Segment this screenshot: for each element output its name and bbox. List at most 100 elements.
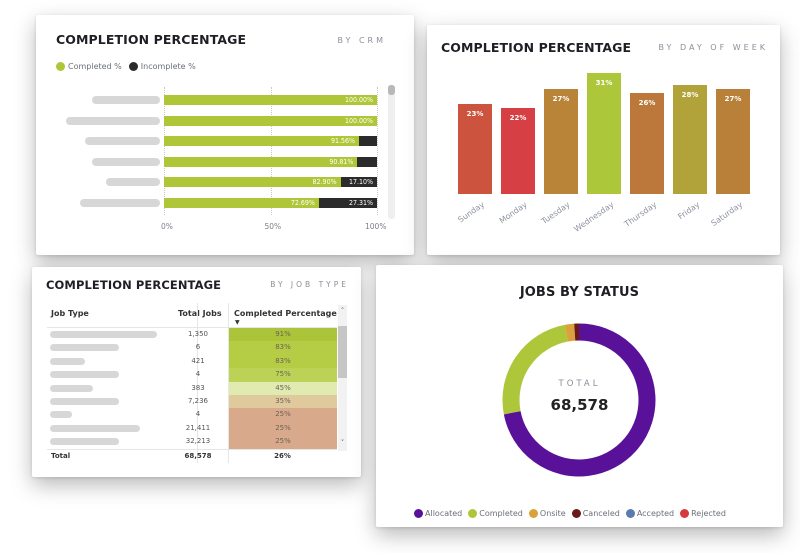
legend-dot-icon: [680, 509, 690, 518]
incomplete-bar-segment[interactable]: [357, 157, 377, 167]
crm-bar-row[interactable]: 100.00%: [164, 95, 377, 105]
total-divider: [47, 449, 337, 450]
legend-item-completed[interactable]: Completed: [468, 509, 523, 518]
completed-percentage-cell: 25%: [229, 435, 337, 449]
incomplete-bar-segment[interactable]: 17.10%: [340, 177, 377, 187]
donut-slice-completed[interactable]: [502, 324, 569, 415]
table-row[interactable]: 1,350 91%: [32, 328, 337, 342]
col-header-total-jobs[interactable]: Total Jobs: [178, 309, 222, 318]
table-row[interactable]: 7,236 35%: [32, 395, 337, 409]
day-x-tick-label: Monday: [498, 200, 530, 226]
day-bar-value-label: 27%: [724, 94, 742, 103]
status-donut-chart: [502, 323, 656, 477]
scroll-up-icon[interactable]: ˄: [340, 307, 345, 315]
legend-label: Completed: [479, 509, 523, 518]
crm-x-tick-label: 100%: [365, 222, 387, 231]
day-bar[interactable]: 31%: [587, 73, 621, 194]
crm-gridline: [164, 87, 165, 215]
incomplete-bar-segment[interactable]: [359, 136, 377, 146]
day-bar[interactable]: 22%: [501, 108, 535, 194]
total-jobs-cell: 7,236: [187, 397, 209, 405]
crm-card-title: COMPLETION PERCENTAGE: [56, 32, 247, 47]
completed-legend-dot-icon: [56, 62, 65, 71]
incomplete-bar-segment[interactable]: 27.31%: [318, 198, 377, 208]
day-bar[interactable]: 28%: [673, 84, 707, 194]
day-bar[interactable]: 27%: [716, 88, 750, 194]
crm-legend: Completed % Incomplete %: [56, 62, 196, 71]
sort-desc-icon[interactable]: ▼: [235, 319, 240, 326]
completed-bar-segment[interactable]: 100.00%: [164, 116, 377, 126]
table-row[interactable]: 383 45%: [32, 381, 337, 395]
table-row[interactable]: 6 83%: [32, 341, 337, 355]
crm-x-tick-label: 50%: [264, 222, 282, 231]
crm-gridline: [377, 87, 378, 215]
crm-category-label-redacted: [80, 199, 160, 207]
job-type-name-redacted: [50, 331, 157, 338]
completed-percentage-cell: 83%: [229, 354, 337, 369]
donut-slice-allocated[interactable]: [503, 323, 656, 477]
completed-percentage-cell: 83%: [229, 341, 337, 355]
legend-item-accepted[interactable]: Accepted: [625, 509, 674, 518]
donut-center-value: 68,578: [550, 396, 609, 414]
crm-scrollbar[interactable]: [388, 85, 395, 219]
col-header-completed-percentage[interactable]: Completed Percentage: [234, 309, 337, 318]
job-type-name-redacted: [50, 411, 72, 419]
crm-scrollbar-thumb[interactable]: [388, 85, 395, 95]
jobtype-scrollbar[interactable]: ˄ ˅: [338, 305, 347, 451]
completed-bar-segment[interactable]: 90.81%: [164, 157, 358, 167]
completed-bar-segment[interactable]: 91.56%: [164, 136, 360, 146]
day-bar-value-label: 23%: [466, 110, 484, 119]
status-legend: Allocated Completed Onsite Canceled Accepted…: [414, 509, 726, 518]
crm-category-label-redacted: [92, 158, 160, 166]
jobtype-scrollbar-thumb[interactable]: [338, 326, 347, 378]
day-bar-value-label: 26%: [638, 98, 656, 107]
col-divider: [228, 303, 229, 463]
day-card-subtitle: BY DAY OF WEEK: [658, 43, 768, 52]
day-bar-value-label: 22%: [509, 114, 527, 123]
day-x-tick-label: Saturday: [709, 200, 745, 229]
crm-bar-row[interactable]: 100.00%: [164, 116, 377, 126]
completed-percentage-cell: 35%: [229, 395, 337, 409]
legend-item-canceled[interactable]: Canceled: [571, 509, 620, 518]
legend-dot-icon: [468, 509, 478, 518]
table-row[interactable]: 421 83%: [32, 354, 337, 369]
completed-bar-segment[interactable]: 72.69%: [164, 198, 319, 208]
table-row[interactable]: 4 25%: [32, 408, 337, 422]
day-completion-card: COMPLETION PERCENTAGE BY DAY OF WEEK 23%…: [427, 25, 780, 255]
legend-label: Onsite: [539, 509, 566, 518]
crm-bar-row[interactable]: 90.81%: [164, 157, 377, 167]
crm-bar-row[interactable]: 72.69% 27.31%: [164, 198, 377, 208]
total-jobs-cell: 383: [191, 383, 205, 392]
crm-bar-row[interactable]: 82.90% 17.10%: [164, 177, 377, 187]
crm-bar-row[interactable]: 91.56%: [164, 136, 377, 146]
legend-label: Rejected: [691, 509, 726, 518]
status-card-title: JOBS BY STATUS: [519, 285, 640, 300]
total-row-pct: 26%: [274, 452, 291, 460]
completed-bar-segment[interactable]: 100.00%: [164, 95, 377, 105]
day-bar-value-label: 27%: [552, 94, 570, 103]
incomplete-legend-label[interactable]: Incomplete %: [140, 62, 196, 71]
day-x-tick-label: Tuesday: [540, 200, 573, 227]
col-header-job-type[interactable]: Job Type: [51, 309, 89, 318]
scroll-down-icon[interactable]: ˅: [340, 439, 345, 447]
header-divider: [47, 327, 337, 328]
legend-item-allocated[interactable]: Allocated: [414, 509, 462, 518]
table-row[interactable]: 4 75%: [32, 368, 337, 382]
donut-slice-onsite[interactable]: [564, 323, 576, 342]
crm-x-tick-label: 0%: [161, 222, 173, 231]
crm-category-label-redacted: [85, 137, 160, 145]
day-bar[interactable]: 27%: [544, 88, 578, 194]
completed-percentage-cell: 91%: [229, 328, 337, 342]
table-row[interactable]: 32,213 25%: [32, 435, 337, 449]
completed-bar-segment[interactable]: 82.90%: [164, 177, 341, 187]
legend-dot-icon: [625, 509, 635, 518]
legend-item-rejected[interactable]: Rejected: [680, 509, 726, 518]
legend-dot-icon: [528, 509, 538, 518]
completed-legend-label[interactable]: Completed %: [68, 62, 122, 71]
legend-item-onsite[interactable]: Onsite: [528, 509, 566, 518]
completed-percentage-cell: 75%: [229, 368, 337, 382]
crm-category-label-redacted: [92, 96, 160, 104]
day-bar[interactable]: 23%: [458, 104, 492, 194]
day-bar[interactable]: 26%: [630, 92, 664, 194]
table-row[interactable]: 21,411 25%: [32, 421, 337, 436]
